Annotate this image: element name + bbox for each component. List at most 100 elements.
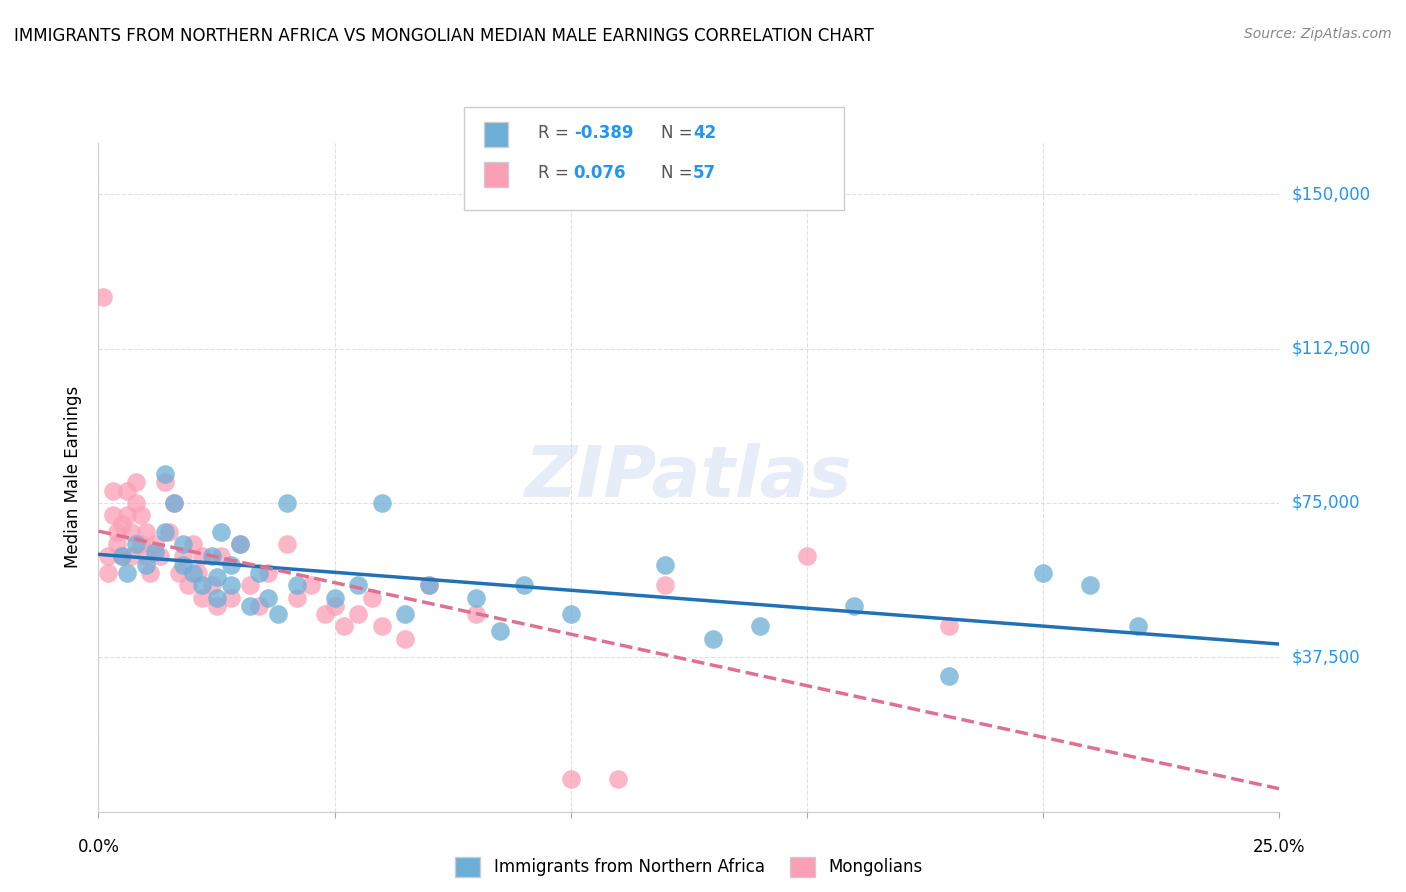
Point bbox=[1032, 566, 1054, 580]
Point bbox=[796, 549, 818, 564]
Point bbox=[205, 591, 228, 605]
Point bbox=[115, 483, 138, 498]
Point bbox=[323, 591, 346, 605]
Point bbox=[143, 537, 166, 551]
Point bbox=[135, 549, 157, 564]
Point bbox=[121, 549, 143, 564]
Point bbox=[105, 524, 128, 539]
Point bbox=[205, 570, 228, 584]
Point bbox=[129, 508, 152, 523]
Text: N =: N = bbox=[661, 164, 697, 182]
Point bbox=[101, 508, 124, 523]
Point bbox=[229, 537, 252, 551]
Text: N =: N = bbox=[661, 124, 697, 142]
Point bbox=[172, 549, 194, 564]
Text: R =: R = bbox=[538, 124, 575, 142]
Point bbox=[187, 566, 209, 580]
Text: R =: R = bbox=[538, 164, 575, 182]
Point bbox=[191, 578, 214, 592]
Point bbox=[489, 624, 512, 638]
Point bbox=[314, 607, 336, 621]
Point bbox=[323, 599, 346, 613]
Point bbox=[512, 578, 534, 592]
Point bbox=[97, 566, 120, 580]
Text: $150,000: $150,000 bbox=[1291, 186, 1371, 203]
Point bbox=[115, 508, 138, 523]
Text: -0.389: -0.389 bbox=[574, 124, 633, 142]
Point bbox=[115, 566, 138, 580]
Text: IMMIGRANTS FROM NORTHERN AFRICA VS MONGOLIAN MEDIAN MALE EARNINGS CORRELATION CH: IMMIGRANTS FROM NORTHERN AFRICA VS MONGO… bbox=[14, 27, 875, 45]
Point bbox=[219, 558, 242, 572]
Point bbox=[153, 467, 176, 482]
Point bbox=[654, 558, 676, 572]
Point bbox=[163, 496, 186, 510]
Point bbox=[139, 566, 162, 580]
Point bbox=[157, 524, 180, 539]
Text: 57: 57 bbox=[693, 164, 716, 182]
Point bbox=[560, 607, 582, 621]
Text: 42: 42 bbox=[693, 124, 717, 142]
Point bbox=[125, 537, 148, 551]
Point bbox=[394, 632, 416, 646]
Point bbox=[371, 619, 394, 633]
Point bbox=[247, 566, 270, 580]
Legend: Immigrants from Northern Africa, Mongolians: Immigrants from Northern Africa, Mongoli… bbox=[449, 850, 929, 884]
Point bbox=[276, 537, 298, 551]
Point bbox=[1080, 578, 1102, 592]
Point bbox=[285, 591, 308, 605]
Point bbox=[121, 524, 143, 539]
Point bbox=[347, 607, 370, 621]
Text: $37,500: $37,500 bbox=[1291, 648, 1360, 666]
Point bbox=[257, 566, 280, 580]
Point bbox=[702, 632, 724, 646]
Point bbox=[135, 524, 157, 539]
Text: 0.0%: 0.0% bbox=[77, 838, 120, 856]
Point bbox=[125, 496, 148, 510]
Point bbox=[135, 558, 157, 572]
Point bbox=[418, 578, 440, 592]
Point bbox=[97, 549, 120, 564]
Point bbox=[172, 558, 194, 572]
Point bbox=[465, 607, 488, 621]
Point bbox=[844, 599, 866, 613]
Point bbox=[938, 619, 960, 633]
Point bbox=[91, 290, 114, 304]
Point bbox=[191, 549, 214, 564]
Point bbox=[607, 772, 630, 786]
Y-axis label: Median Male Earnings: Median Male Earnings bbox=[65, 386, 83, 568]
Point bbox=[181, 566, 204, 580]
Point bbox=[938, 669, 960, 683]
Text: $75,000: $75,000 bbox=[1291, 494, 1360, 512]
Point bbox=[143, 545, 166, 559]
Point bbox=[371, 496, 394, 510]
Point bbox=[394, 607, 416, 621]
Point bbox=[285, 578, 308, 592]
Point bbox=[257, 591, 280, 605]
Text: Source: ZipAtlas.com: Source: ZipAtlas.com bbox=[1244, 27, 1392, 41]
Point bbox=[748, 619, 770, 633]
Point bbox=[1126, 619, 1149, 633]
Point bbox=[172, 537, 194, 551]
Point bbox=[267, 607, 290, 621]
Point bbox=[361, 591, 384, 605]
Point bbox=[239, 599, 262, 613]
Point bbox=[181, 537, 204, 551]
Point bbox=[201, 549, 224, 564]
Point bbox=[153, 475, 176, 490]
Point bbox=[333, 619, 356, 633]
Point bbox=[167, 566, 190, 580]
Text: 0.076: 0.076 bbox=[574, 164, 626, 182]
Point bbox=[201, 578, 224, 592]
Point bbox=[299, 578, 322, 592]
Point bbox=[276, 496, 298, 510]
Point bbox=[111, 516, 134, 531]
Point bbox=[560, 772, 582, 786]
Point bbox=[347, 578, 370, 592]
Point bbox=[418, 578, 440, 592]
Point bbox=[111, 549, 134, 564]
Point bbox=[205, 599, 228, 613]
Point bbox=[163, 496, 186, 510]
Point bbox=[111, 549, 134, 564]
Point bbox=[209, 549, 232, 564]
Point bbox=[229, 537, 252, 551]
